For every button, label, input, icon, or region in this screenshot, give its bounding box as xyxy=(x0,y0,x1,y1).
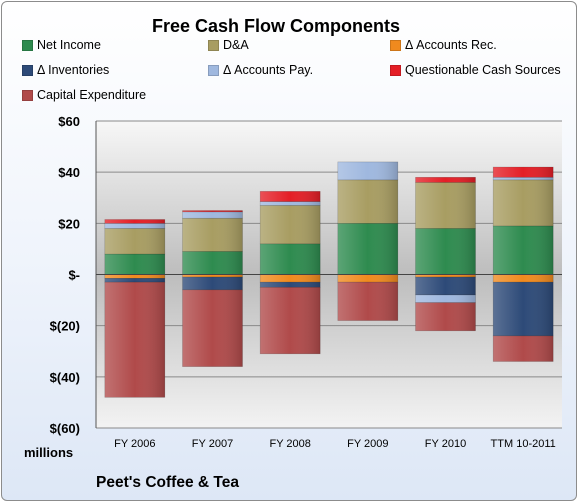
bar-segment-shade xyxy=(415,277,476,295)
bar-segment-shade xyxy=(182,218,243,252)
legend-swatch xyxy=(390,39,401,51)
chart-title: Free Cash Flow Components xyxy=(151,16,401,36)
legend-swatch xyxy=(208,39,219,51)
bar-segment-shade xyxy=(260,205,321,244)
bar-segment-shade xyxy=(182,277,243,290)
y-tick-label: $60 xyxy=(58,114,80,129)
bar-segment-shade xyxy=(104,282,165,398)
bar-segment-shade xyxy=(182,251,243,275)
bar-segment-shade xyxy=(415,294,476,303)
legend-label: Net Income xyxy=(37,38,101,52)
y-tick-label: $- xyxy=(68,268,80,283)
y-tick-label: $40 xyxy=(58,165,80,180)
legend-swatch xyxy=(390,64,401,76)
bar-segment-shade xyxy=(337,274,398,283)
legend-swatch xyxy=(22,64,33,76)
bar-segment-shade xyxy=(415,274,476,278)
bar-segment-shade xyxy=(104,219,165,224)
bar-segment-shade xyxy=(337,161,398,180)
legend-item: Δ Accounts Rec. xyxy=(390,38,497,52)
bar-segment-shade xyxy=(182,289,243,367)
legend-item: Capital Expenditure xyxy=(22,88,146,102)
bar-segment-shade xyxy=(337,179,398,224)
bar-segment-shade xyxy=(182,211,243,219)
legend-item: Δ Accounts Pay. xyxy=(208,63,313,77)
bar-segment-shade xyxy=(104,274,165,279)
bar-segment-shade xyxy=(104,278,165,283)
bar-segment-shade xyxy=(104,228,165,255)
bar-segment-shade xyxy=(415,182,476,229)
bar-segment-shade xyxy=(182,210,243,212)
bar-segment-shade xyxy=(104,223,165,229)
legend-label: Questionable Cash Sources xyxy=(405,63,561,77)
x-tick-label: FY 2010 xyxy=(425,438,466,450)
legend-item: Δ Inventories xyxy=(22,63,109,77)
legend-label: Capital Expenditure xyxy=(37,88,147,102)
legend-item: D&A xyxy=(208,38,249,52)
x-tick-label: FY 2007 xyxy=(192,438,233,450)
x-tick-label: FY 2009 xyxy=(347,438,388,450)
legend-label: Δ Accounts Rec. xyxy=(405,38,497,52)
legend-swatch xyxy=(22,89,33,101)
bar-segment-shade xyxy=(493,167,554,178)
legend-swatch xyxy=(22,39,33,51)
x-tick-label: FY 2008 xyxy=(269,438,310,450)
units-label: millions xyxy=(24,445,74,460)
legend-item: Net Income xyxy=(22,38,101,52)
y-tick-label: $(20) xyxy=(50,319,80,334)
bar-segment-shade xyxy=(182,274,243,278)
legend-label: D&A xyxy=(223,38,249,52)
bar-segment-shade xyxy=(337,223,398,275)
bar-segment-shade xyxy=(493,177,554,180)
y-tick-label: $(40) xyxy=(50,370,80,385)
y-tick-label: $(60) xyxy=(50,421,80,436)
bar-segment-shade xyxy=(337,282,398,321)
bar-segment-shade xyxy=(493,282,554,336)
company-label: Peet's Coffee & Tea xyxy=(96,474,239,491)
bar-segment-shade xyxy=(260,243,321,275)
bar-segment-shade xyxy=(415,302,476,331)
bar-segment-shade xyxy=(493,179,554,226)
legend-swatch xyxy=(208,64,219,76)
bar-segment-shade xyxy=(260,287,321,354)
bar-segment-shade xyxy=(260,274,321,283)
x-tick-label: FY 2006 xyxy=(114,438,155,450)
legend-label: Δ Inventories xyxy=(37,63,110,77)
bar-segment-shade xyxy=(415,177,476,183)
bar-segment-shade xyxy=(260,201,321,206)
bar-segment-shade xyxy=(415,228,476,275)
y-tick-label: $20 xyxy=(58,216,80,231)
bar-segment-shade xyxy=(493,274,554,283)
bar-segment-shade xyxy=(493,335,554,362)
bar-segment-shade xyxy=(493,225,554,275)
bar-segment-shade xyxy=(104,254,165,275)
legend-item: Questionable Cash Sources xyxy=(390,63,561,77)
legend-label: Δ Accounts Pay. xyxy=(223,63,314,77)
x-tick-label: TTM 10-2011 xyxy=(491,438,556,450)
bar-segment-shade xyxy=(260,282,321,288)
bar-segment-shade xyxy=(260,191,321,202)
